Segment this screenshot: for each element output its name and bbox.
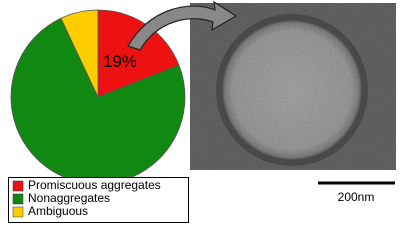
- figure: 19% Promiscuous aggregatesNonaggregatesA…: [8, 0, 396, 223]
- legend-swatch: [12, 180, 24, 192]
- legend-label: Ambiguous: [28, 204, 88, 218]
- arrow: [127, 0, 238, 51]
- legend-label: Promiscuous aggregates: [28, 178, 161, 192]
- micrograph: [190, 3, 396, 170]
- legend-swatch: [12, 206, 24, 218]
- legend-swatch: [12, 193, 24, 205]
- legend-box: [8, 177, 189, 223]
- pie-slice: [60, 9, 99, 98]
- scale-label: 200nm: [338, 190, 375, 204]
- pie: 19%: [10, 9, 186, 185]
- legend-label: Nonaggregates: [28, 191, 110, 205]
- page: {"chart_data": {"type": "pie", "categori…: [8, 0, 396, 223]
- slice-label: 19%: [103, 52, 137, 71]
- legend: Promiscuous aggregatesNonaggregatesAmbig…: [8, 177, 189, 223]
